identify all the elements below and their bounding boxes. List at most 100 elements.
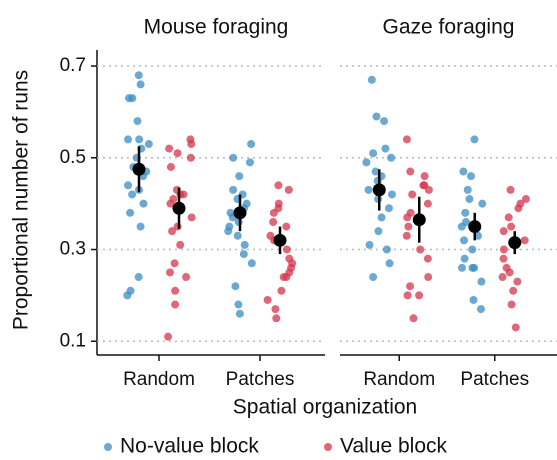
data-point — [457, 222, 466, 231]
data-point — [507, 300, 516, 309]
data-point — [247, 140, 256, 149]
data-point — [235, 172, 244, 181]
x-axis-label: Spatial organization — [233, 396, 417, 419]
data-point — [498, 273, 507, 282]
data-point — [459, 167, 468, 176]
data-point — [504, 213, 513, 222]
data-point — [269, 208, 278, 217]
data-point — [469, 295, 478, 304]
data-point — [235, 309, 244, 318]
data-point — [367, 75, 376, 84]
data-point — [234, 217, 243, 226]
data-point — [165, 144, 174, 153]
data-point — [520, 236, 529, 245]
data-point — [463, 185, 472, 194]
data-point — [419, 181, 428, 190]
mean-point — [372, 183, 386, 197]
data-point — [274, 181, 283, 190]
data-point — [229, 153, 238, 162]
data-point — [409, 314, 418, 323]
legend-marker — [324, 443, 332, 451]
data-point — [362, 158, 371, 167]
data-point — [459, 236, 468, 245]
data-point — [170, 259, 179, 268]
data-point — [231, 282, 240, 291]
data-point — [468, 245, 477, 254]
data-point — [233, 231, 242, 240]
data-point — [372, 112, 381, 121]
data-point — [403, 213, 412, 222]
legend-label: Value block — [340, 435, 448, 458]
mean-point — [412, 213, 426, 227]
panel-title: Mouse foraging — [144, 16, 289, 39]
y-tick-label: 0.1 — [60, 330, 86, 351]
data-point — [139, 199, 148, 208]
data-point — [240, 240, 249, 249]
data-point — [134, 273, 143, 282]
data-point — [476, 305, 485, 314]
data-point — [272, 314, 281, 323]
mean-point — [172, 201, 186, 215]
data-point — [477, 277, 486, 286]
data-point — [377, 213, 386, 222]
data-point — [420, 172, 429, 181]
data-point — [144, 140, 153, 149]
data-point — [499, 245, 508, 254]
data-point — [468, 263, 477, 272]
data-point — [171, 300, 180, 309]
data-point — [124, 135, 133, 144]
data-point — [365, 240, 374, 249]
data-point — [470, 135, 479, 144]
data-point — [134, 71, 143, 80]
data-point — [269, 217, 278, 226]
data-point — [229, 185, 238, 194]
data-point — [136, 80, 145, 89]
y-axis-label: Proportional number of runs — [10, 70, 33, 330]
data-point — [423, 254, 432, 263]
data-point — [402, 135, 411, 144]
data-point — [186, 153, 195, 162]
data-point — [187, 140, 196, 149]
legend-label: No-value block — [120, 435, 259, 458]
data-point — [388, 190, 397, 199]
mean-point — [468, 220, 482, 234]
data-point — [423, 199, 432, 208]
data-point — [369, 273, 378, 282]
data-point — [123, 181, 132, 190]
data-point — [499, 254, 508, 263]
data-point — [128, 94, 137, 103]
data-point — [521, 195, 530, 204]
data-point — [509, 286, 518, 295]
data-point — [234, 300, 243, 309]
data-point — [164, 332, 173, 341]
legend-marker — [104, 443, 112, 451]
data-point — [387, 153, 396, 162]
data-point — [371, 167, 380, 176]
data-point — [135, 135, 144, 144]
data-point — [406, 282, 415, 291]
x-tick-label: Random — [363, 369, 435, 390]
data-point — [380, 117, 389, 126]
mean-point — [273, 233, 287, 247]
data-point — [461, 208, 470, 217]
data-point — [385, 259, 394, 268]
data-point — [263, 295, 272, 304]
x-tick-label: Patches — [226, 369, 295, 390]
data-point — [478, 199, 487, 208]
x-tick-label: Random — [123, 369, 195, 390]
data-point — [382, 245, 391, 254]
panel-title: Gaze foraging — [383, 16, 515, 39]
data-point — [136, 222, 145, 231]
data-point — [123, 291, 132, 300]
data-point — [465, 195, 474, 204]
data-point — [499, 227, 508, 236]
data-point — [126, 208, 135, 217]
data-point — [381, 144, 390, 153]
data-point — [506, 185, 515, 194]
data-point — [224, 227, 233, 236]
data-point — [282, 245, 291, 254]
data-point — [384, 204, 393, 213]
y-tick-label: 0.3 — [60, 239, 86, 260]
data-point — [404, 222, 413, 231]
